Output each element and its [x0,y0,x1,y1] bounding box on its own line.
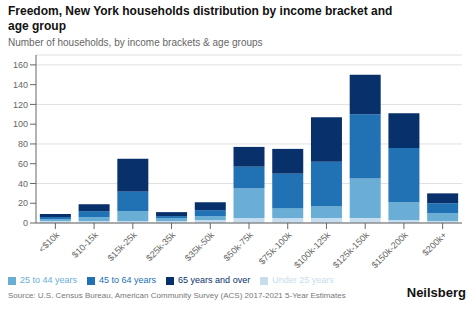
svg-text:$15k-25k: $15k-25k [105,230,139,264]
svg-text:$50k-75k: $50k-75k [222,230,256,264]
svg-text:80: 80 [18,139,28,149]
html-text:Neilsberg: Neilsberg [406,285,466,300]
svg-text:$200k+: $200k+ [420,230,448,258]
svg-text:160: 160 [13,60,28,70]
svg-text:20: 20 [18,198,28,208]
svg-text:60: 60 [18,159,28,169]
svg-text:0: 0 [23,218,28,228]
svg-text:120: 120 [13,100,28,110]
html-text:65 years and over: 65 years and over [178,275,251,285]
svg-text:$10-15k: $10-15k [70,230,100,260]
svg-text:$125k-150k: $125k-150k [331,230,372,271]
svg-text:<$10k: <$10k [37,230,62,255]
svg-text:100: 100 [13,119,28,129]
html-text:Source: U.S. Census Bureau, Am: Source: U.S. Census Bureau, American Com… [8,291,346,300]
html-text:Under 25 years: Under 25 years [272,275,334,285]
svg-text:$25k-35k: $25k-35k [144,230,178,264]
html-text:Number of households, by incom: Number of households, by income brackets… [8,37,263,48]
svg-text:$35k-50k: $35k-50k [183,230,217,264]
svg-text:40: 40 [18,179,28,189]
html-text:Freedom, New York households d: Freedom, New York households distributio… [8,4,393,33]
svg-text:140: 140 [13,80,28,90]
svg-text:$150k-200k: $150k-200k [370,230,411,271]
html-text:25 to 44 years: 25 to 44 years [20,275,77,285]
svg-text:$75k-100k: $75k-100k [257,230,294,267]
svg-text:$100k-125k: $100k-125k [292,230,333,271]
html-text:45 to 64 years: 45 to 64 years [99,275,157,285]
